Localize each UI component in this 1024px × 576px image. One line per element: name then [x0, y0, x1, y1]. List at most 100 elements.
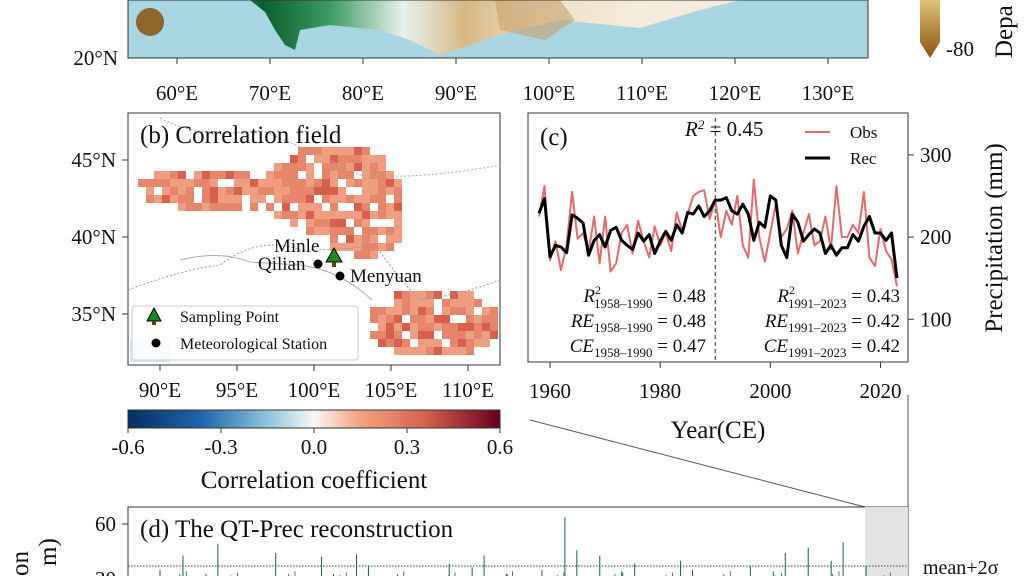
correlation-cell: [458, 323, 466, 331]
correlation-cell: [418, 299, 426, 307]
correlation-cell: [234, 195, 242, 203]
correlation-cell: [274, 179, 282, 187]
correlation-cell: [202, 179, 210, 187]
correlation-cell: [426, 291, 434, 299]
correlation-cell: [362, 179, 370, 187]
correlation-cell: [146, 187, 154, 195]
label-qilian: Qilian: [258, 254, 306, 275]
correlation-cell: [418, 291, 426, 299]
colorbar-tick: -0.6: [111, 435, 144, 459]
correlation-cell: [402, 339, 410, 347]
correlation-cell: [274, 211, 282, 219]
correlation-cell: [458, 339, 466, 347]
label-menyuan: Menyuan: [350, 266, 422, 287]
x-tick: 1960: [529, 379, 571, 403]
correlation-cell: [378, 339, 386, 347]
correlation-cell: [218, 203, 226, 211]
correlation-cell: [338, 195, 346, 203]
colorbar-tick: -80: [946, 37, 974, 61]
correlation-cell: [314, 219, 322, 227]
correlation-cell: [338, 227, 346, 235]
correlation-cell: [338, 163, 346, 171]
correlation-cell: [362, 227, 370, 235]
correlation-cell: [298, 163, 306, 171]
x-tick: 2020: [859, 379, 901, 403]
correlation-cell: [458, 307, 466, 315]
correlation-cell: [266, 179, 274, 187]
correlation-cell: [386, 179, 394, 187]
lon-tick: 120°E: [709, 81, 762, 105]
y-label-part: m): [35, 538, 62, 566]
correlation-cell: [306, 227, 314, 235]
correlation-cell: [466, 339, 474, 347]
correlation-cell: [226, 171, 234, 179]
correlation-cell: [394, 347, 402, 355]
correlation-cell: [338, 211, 346, 219]
correlation-cell: [370, 307, 378, 315]
correlation-cell: [466, 323, 474, 331]
correlation-cell: [474, 323, 482, 331]
correlation-cell: [186, 179, 194, 187]
correlation-cell: [402, 299, 410, 307]
correlation-cell: [346, 179, 354, 187]
lon-tick: 95°E: [216, 378, 258, 402]
correlation-cell: [466, 307, 474, 315]
correlation-cell: [442, 331, 450, 339]
y-label-part: on: [7, 551, 34, 576]
correlation-cell: [266, 203, 274, 211]
correlation-cell: [370, 211, 378, 219]
correlation-cell: [394, 235, 402, 243]
correlation-cell: [378, 315, 386, 323]
correlation-cell: [330, 147, 338, 155]
correlation-cell: [202, 171, 210, 179]
correlation-cell: [386, 315, 394, 323]
correlation-cell: [282, 203, 290, 211]
correlation-cell: [354, 203, 362, 211]
correlation-cell: [442, 323, 450, 331]
correlation-cell: [354, 155, 362, 163]
correlation-cell: [386, 307, 394, 315]
correlation-cell: [418, 347, 426, 355]
correlation-cell: [146, 179, 154, 187]
correlation-cell: [386, 203, 394, 211]
correlation-cell: [330, 195, 338, 203]
correlation-cell: [186, 203, 194, 211]
departure-colorbar: [920, 0, 940, 58]
border-line: [179, 254, 373, 301]
correlation-cell: [226, 187, 234, 195]
station-qilian: [313, 259, 323, 269]
legend-sampling: Sampling Point: [180, 309, 280, 326]
correlation-cell: [330, 163, 338, 171]
correlation-cell: [258, 187, 266, 195]
correlation-cell: [386, 187, 394, 195]
correlation-cell: [338, 187, 346, 195]
border-line: [159, 117, 501, 177]
correlation-cell: [242, 187, 250, 195]
tree-trunk: [152, 321, 156, 325]
sampling-point-marker: [325, 246, 343, 267]
correlation-cell: [314, 227, 322, 235]
correlation-cell: [354, 235, 362, 243]
threshold-label: mean+2σ: [923, 557, 999, 576]
correlation-cell: [394, 291, 402, 299]
correlation-cell: [290, 163, 298, 171]
y-tick: 30: [95, 567, 116, 576]
correlation-cell: [458, 299, 466, 307]
correlation-cell: [394, 315, 402, 323]
correlation-cell: [386, 339, 394, 347]
map-frame: [127, 0, 869, 59]
correlation-cell: [314, 147, 322, 155]
correlation-cell: [458, 291, 466, 299]
correlation-cell: [378, 203, 386, 211]
correlation-cell: [394, 219, 402, 227]
correlation-cell: [442, 347, 450, 355]
correlation-cell: [370, 331, 378, 339]
correlation-cell: [322, 147, 330, 155]
correlation-cell: [202, 195, 210, 203]
correlation-cell: [402, 323, 410, 331]
correlation-cell: [274, 171, 282, 179]
stat-left-re: RE1958–1990 = 0.48: [570, 311, 706, 335]
correlation-cell: [210, 203, 218, 211]
correlation-cell: [402, 347, 410, 355]
correlation-cell: [450, 323, 458, 331]
